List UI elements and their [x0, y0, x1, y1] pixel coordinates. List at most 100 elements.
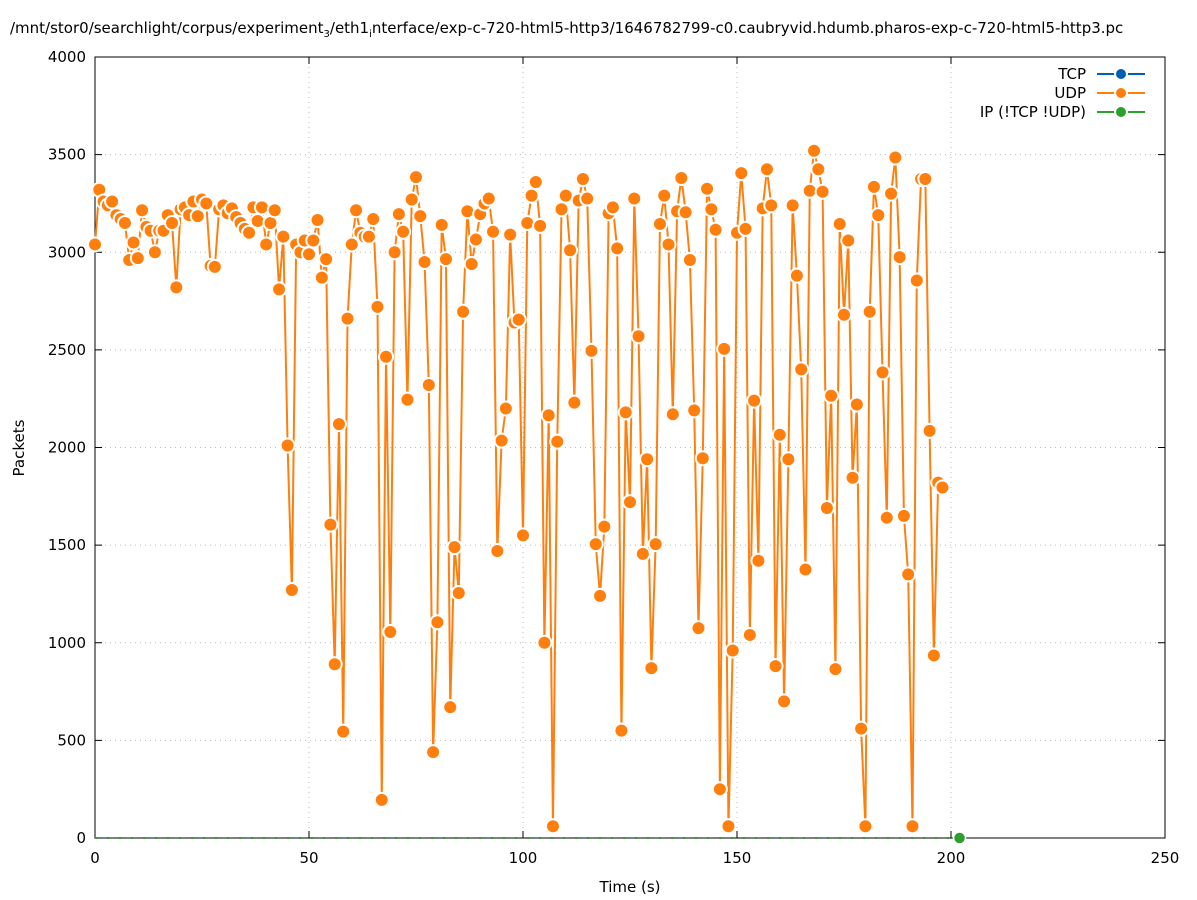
udp-data-point: [544, 818, 561, 835]
udp-data-point: [690, 620, 707, 637]
udp-data-point: [146, 244, 163, 261]
udp-data-point: [403, 191, 420, 208]
x-axis-label: Time (s): [599, 878, 661, 896]
udp-data-point: [831, 215, 848, 232]
udp-data-point: [921, 422, 938, 439]
y-tick-label: 2500: [48, 341, 86, 359]
udp-data-point: [694, 450, 711, 467]
udp-data-point: [395, 223, 412, 240]
udp-data-point: [502, 226, 519, 243]
udp-data-point: [878, 509, 895, 526]
udp-data-point: [887, 149, 904, 166]
udp-data-point: [480, 190, 497, 207]
udp-data-point: [741, 626, 758, 643]
udp-data-point: [437, 251, 454, 268]
udp-data-point: [429, 614, 446, 631]
legend-label: IP (!TCP !UDP): [980, 103, 1086, 121]
udp-data-point: [326, 656, 343, 673]
udp-data-point: [104, 193, 121, 210]
udp-data-point: [348, 202, 365, 219]
udp-data-point: [425, 744, 442, 761]
udp-data-point: [253, 199, 270, 216]
legend-marker: [1114, 67, 1128, 81]
udp-data-point: [450, 584, 467, 601]
udp-data-point: [681, 252, 698, 269]
udp-data-point: [330, 416, 347, 433]
udp-data-point: [485, 223, 502, 240]
legend-entry: TCP: [1057, 65, 1145, 83]
udp-data-point: [853, 720, 870, 737]
udp-data-point: [365, 211, 382, 228]
udp-data-point: [686, 402, 703, 419]
plot-border: [94, 56, 1166, 839]
udp-data-point: [763, 197, 780, 214]
y-tick-label: 3500: [48, 146, 86, 164]
udp-data-point: [604, 199, 621, 216]
udp-data-point: [360, 228, 377, 245]
udp-data-point: [420, 377, 437, 394]
legend-entry: IP (!TCP !UDP): [980, 103, 1145, 121]
udp-data-point: [874, 364, 891, 381]
udp-data-point: [703, 201, 720, 218]
udp-data-point: [455, 303, 472, 320]
udp-data-point: [189, 208, 206, 225]
legend-entry: UDP: [1054, 84, 1145, 102]
udp-data-point: [497, 400, 514, 417]
udp-data-point: [463, 255, 480, 272]
udp-data-point: [664, 406, 681, 423]
y-axis-label: Packets: [10, 419, 28, 476]
x-tick-label: 200: [937, 849, 966, 867]
udp-data-point: [733, 165, 750, 182]
y-tick-label: 0: [76, 829, 86, 847]
udp-data-point: [266, 202, 283, 219]
udp-data-point: [459, 203, 476, 220]
udp-data-point: [836, 306, 852, 323]
udp-data-point: [656, 187, 673, 204]
udp-data-point: [848, 396, 865, 413]
x-tick-label: 0: [90, 849, 100, 867]
udp-data-point: [750, 552, 767, 569]
udp-data-point: [399, 391, 416, 408]
udp-data-point: [746, 392, 763, 409]
udp-data-point: [660, 236, 677, 253]
udp-data-point: [776, 693, 793, 710]
y-tick-label: 500: [57, 731, 86, 749]
udp-data-point: [382, 624, 399, 641]
udp-data-point: [301, 246, 317, 263]
udp-data-point: [335, 723, 352, 740]
udp-data-point: [806, 142, 823, 159]
udp-data-point: [677, 204, 694, 221]
udp-data-point: [716, 340, 733, 357]
udp-data-point: [390, 206, 407, 223]
udp-data-point: [771, 426, 788, 443]
x-tick-label: 50: [299, 849, 318, 867]
udp-data-point: [125, 234, 142, 251]
title-subscript: i: [369, 29, 372, 40]
udp-data-point: [129, 250, 146, 267]
udp-data-point: [271, 281, 288, 298]
legend-label: UDP: [1054, 84, 1086, 102]
legend-label: TCP: [1057, 65, 1086, 83]
udp-data-point: [870, 207, 887, 224]
udp-data-point: [626, 190, 643, 207]
udp-data-point: [134, 202, 151, 219]
udp-data-point: [433, 216, 450, 233]
udp-data-point: [857, 818, 874, 835]
udp-data-point: [720, 818, 737, 835]
udp-data-point: [925, 647, 942, 664]
udp-data-point: [883, 185, 900, 202]
udp-data-point: [592, 587, 609, 604]
udp-data-point: [258, 236, 275, 253]
udp-data-point: [861, 303, 878, 320]
title-subscript: 3: [323, 29, 330, 40]
udp-data-point: [617, 404, 634, 421]
udp-data-point: [532, 217, 549, 234]
udp-data-point: [814, 183, 831, 200]
udp-data-point: [416, 254, 433, 271]
y-tick-label: 4000: [48, 48, 86, 66]
udp-data-point: [283, 582, 300, 599]
udp-data-point: [613, 722, 630, 739]
udp-data-point: [412, 208, 429, 225]
